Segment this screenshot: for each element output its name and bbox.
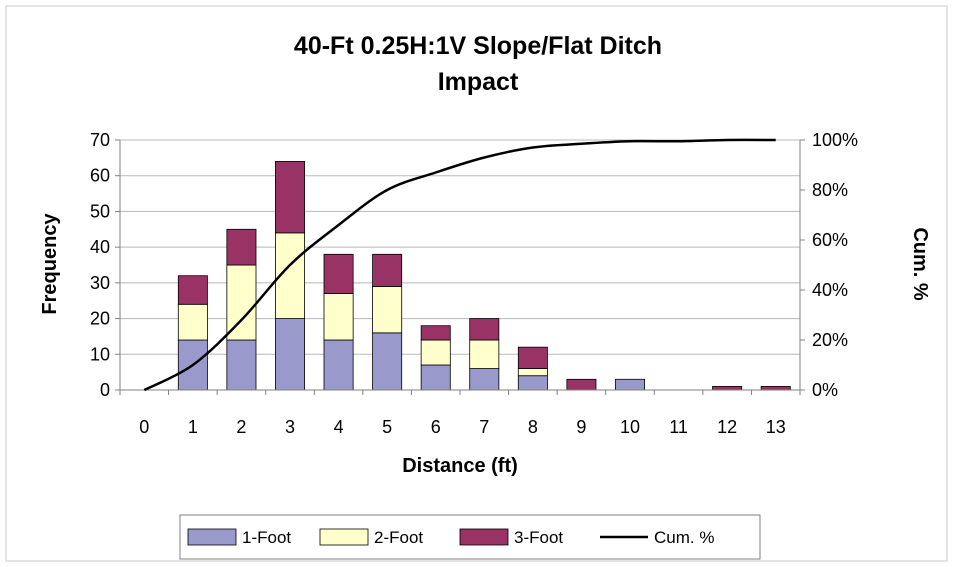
- bar-1-foot: [372, 332, 403, 391]
- y2-tick-label: 80%: [812, 180, 848, 200]
- x-tick-label: 3: [285, 417, 295, 437]
- x-tick-label: 13: [766, 417, 786, 437]
- bar-3-foot: [712, 386, 743, 391]
- x-axis-label: Distance (ft): [402, 455, 518, 477]
- x-tick-label: 1: [188, 417, 198, 437]
- x-tick-label: 6: [431, 417, 441, 437]
- bar-3-foot: [275, 161, 305, 234]
- x-tick-label: 10: [620, 417, 640, 437]
- bar-3-foot: [177, 275, 208, 305]
- bar-3-foot: [760, 386, 791, 391]
- x-tick-label: 11: [669, 417, 688, 437]
- y2-tick-label: 100%: [812, 130, 858, 150]
- bar-3-foot: [469, 318, 500, 341]
- legend-swatch-1-foot: [187, 528, 237, 546]
- y-tick-label: 40: [90, 237, 110, 257]
- bar-2-foot: [517, 368, 548, 377]
- legend-label-cum: Cum. %: [654, 528, 714, 547]
- x-tick-label: 5: [382, 417, 392, 437]
- bar-1-foot: [420, 364, 451, 391]
- bar-3-foot: [323, 253, 354, 294]
- bar-1-foot: [615, 378, 645, 391]
- legend-swatch-2-foot: [319, 528, 369, 546]
- y-tick-label: 30: [90, 273, 110, 293]
- legend: 1-Foot 2-Foot 3-Foot Cum. %: [179, 514, 761, 560]
- y-tick-label: 50: [90, 201, 110, 221]
- bar-2-foot: [177, 303, 208, 341]
- line-cum-pct: [143, 138, 776, 392]
- y2-tick-label: 40%: [812, 280, 848, 300]
- bar-2-foot: [469, 339, 500, 369]
- y2-tick-label: 60%: [812, 230, 848, 250]
- plot-background: [120, 140, 800, 390]
- chart-title: 40-Ft 0.25H:1V Slope/Flat Ditch: [294, 32, 662, 60]
- legend-label-3-foot: 3-Foot: [514, 528, 563, 547]
- bar-2-foot: [372, 286, 403, 334]
- y2-axis-label: Cum. %: [909, 227, 931, 301]
- bar-3-foot: [226, 228, 257, 266]
- x-tick-label: 0: [139, 417, 149, 437]
- legend-label-1-foot: 1-Foot: [242, 528, 291, 547]
- x-tick-label: 2: [236, 417, 246, 437]
- y-tick-label: 70: [90, 130, 110, 150]
- bar-3-foot: [517, 346, 548, 369]
- x-tick-label: 8: [528, 417, 538, 437]
- bar-3-foot: [566, 378, 597, 391]
- legend-label-2-foot: 2-Foot: [374, 528, 423, 547]
- chart-subtitle: Impact: [438, 68, 519, 96]
- bar-3-foot: [420, 325, 451, 341]
- bar-2-foot: [226, 264, 257, 341]
- bar-1-foot: [275, 318, 305, 391]
- bar-1-foot: [469, 368, 500, 391]
- y2-tick-label: 20%: [812, 330, 848, 350]
- bar-1-foot: [226, 339, 257, 391]
- x-tick-label: 9: [576, 417, 586, 437]
- y-tick-label: 0: [100, 380, 110, 400]
- bar-1-foot: [517, 375, 548, 391]
- y-tick-label: 20: [90, 309, 110, 329]
- bar-2-foot: [420, 339, 451, 366]
- x-tick-label: 12: [717, 417, 737, 437]
- bar-3-foot: [372, 253, 403, 287]
- y-axis-label: Frequency: [39, 213, 61, 315]
- bar-1-foot: [323, 339, 354, 391]
- y2-tick-label: 0%: [812, 380, 838, 400]
- bar-2-foot: [323, 293, 354, 341]
- legend-swatch-3-foot: [459, 528, 509, 546]
- x-tick-label: 4: [334, 417, 344, 437]
- y-tick-label: 60: [90, 166, 110, 186]
- y-tick-label: 10: [90, 344, 110, 364]
- x-tick-label: 7: [479, 417, 489, 437]
